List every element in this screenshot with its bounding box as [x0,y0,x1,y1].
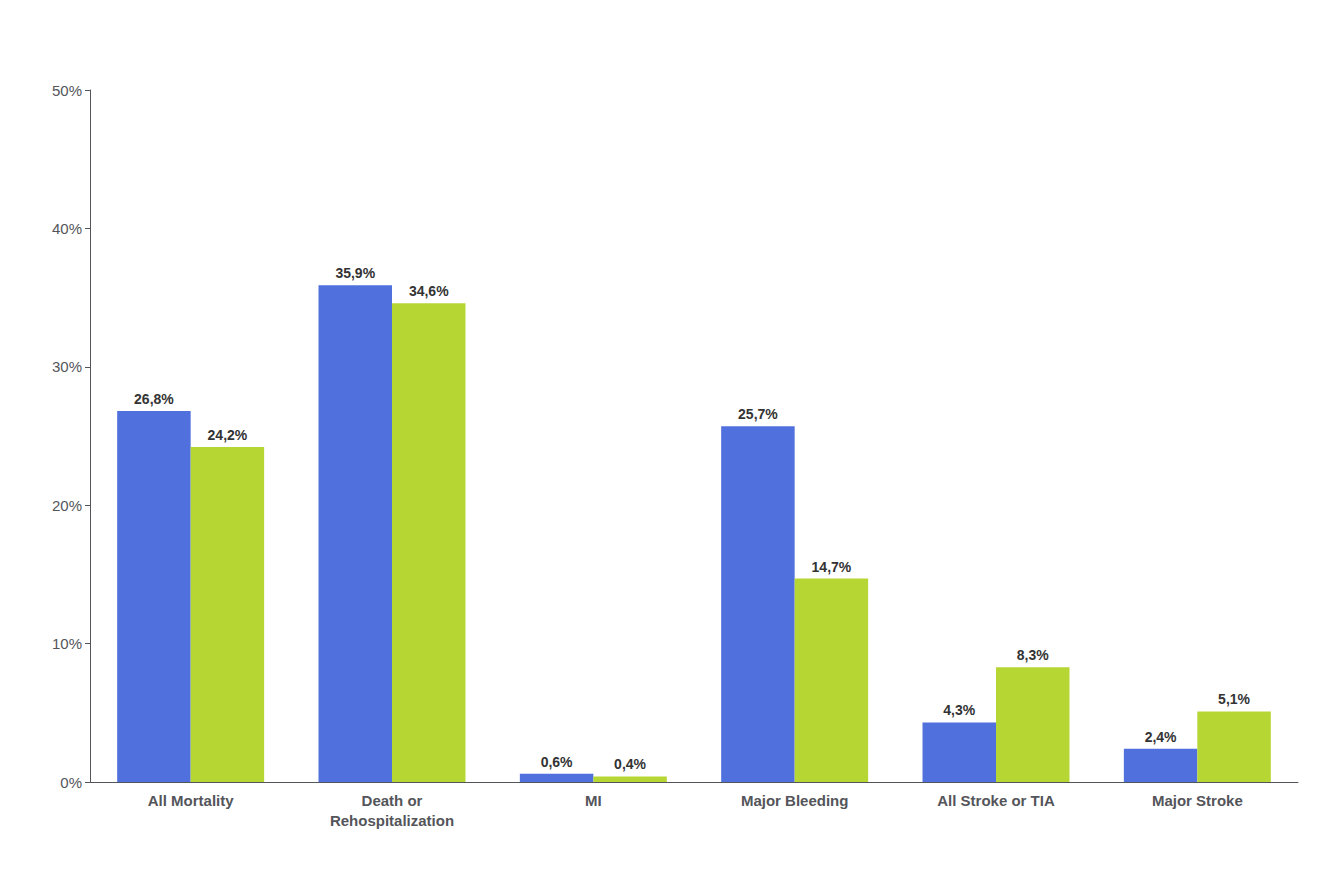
svg-text:0,4%: 0,4% [614,756,646,772]
svg-text:2,4%: 2,4% [1145,729,1177,745]
svg-text:MI: MI [585,792,602,809]
svg-text:Death or: Death or [362,792,423,809]
svg-text:0,6%: 0,6% [541,754,573,770]
svg-text:8,3%: 8,3% [1017,647,1049,663]
svg-text:30%: 30% [52,358,82,375]
svg-text:34,6%: 34,6% [409,283,449,299]
svg-text:Major Bleeding: Major Bleeding [741,792,849,809]
svg-text:Major Stroke: Major Stroke [1152,792,1243,809]
svg-text:50%: 50% [52,82,82,99]
svg-text:10%: 10% [52,635,82,652]
svg-text:All Mortality: All Mortality [148,792,234,809]
svg-text:All Stroke or TIA: All Stroke or TIA [937,792,1055,809]
svg-text:20%: 20% [52,497,82,514]
svg-text:14,7%: 14,7% [812,559,852,575]
svg-text:24,2%: 24,2% [208,427,248,443]
svg-text:35,9%: 35,9% [335,265,375,281]
svg-text:25,7%: 25,7% [738,406,778,422]
svg-text:40%: 40% [52,220,82,237]
svg-text:0%: 0% [60,774,82,791]
svg-text:26,8%: 26,8% [134,391,174,407]
svg-text:5,1%: 5,1% [1218,691,1250,707]
svg-text:Rehospitalization: Rehospitalization [330,812,454,829]
svg-text:4,3%: 4,3% [943,702,975,718]
